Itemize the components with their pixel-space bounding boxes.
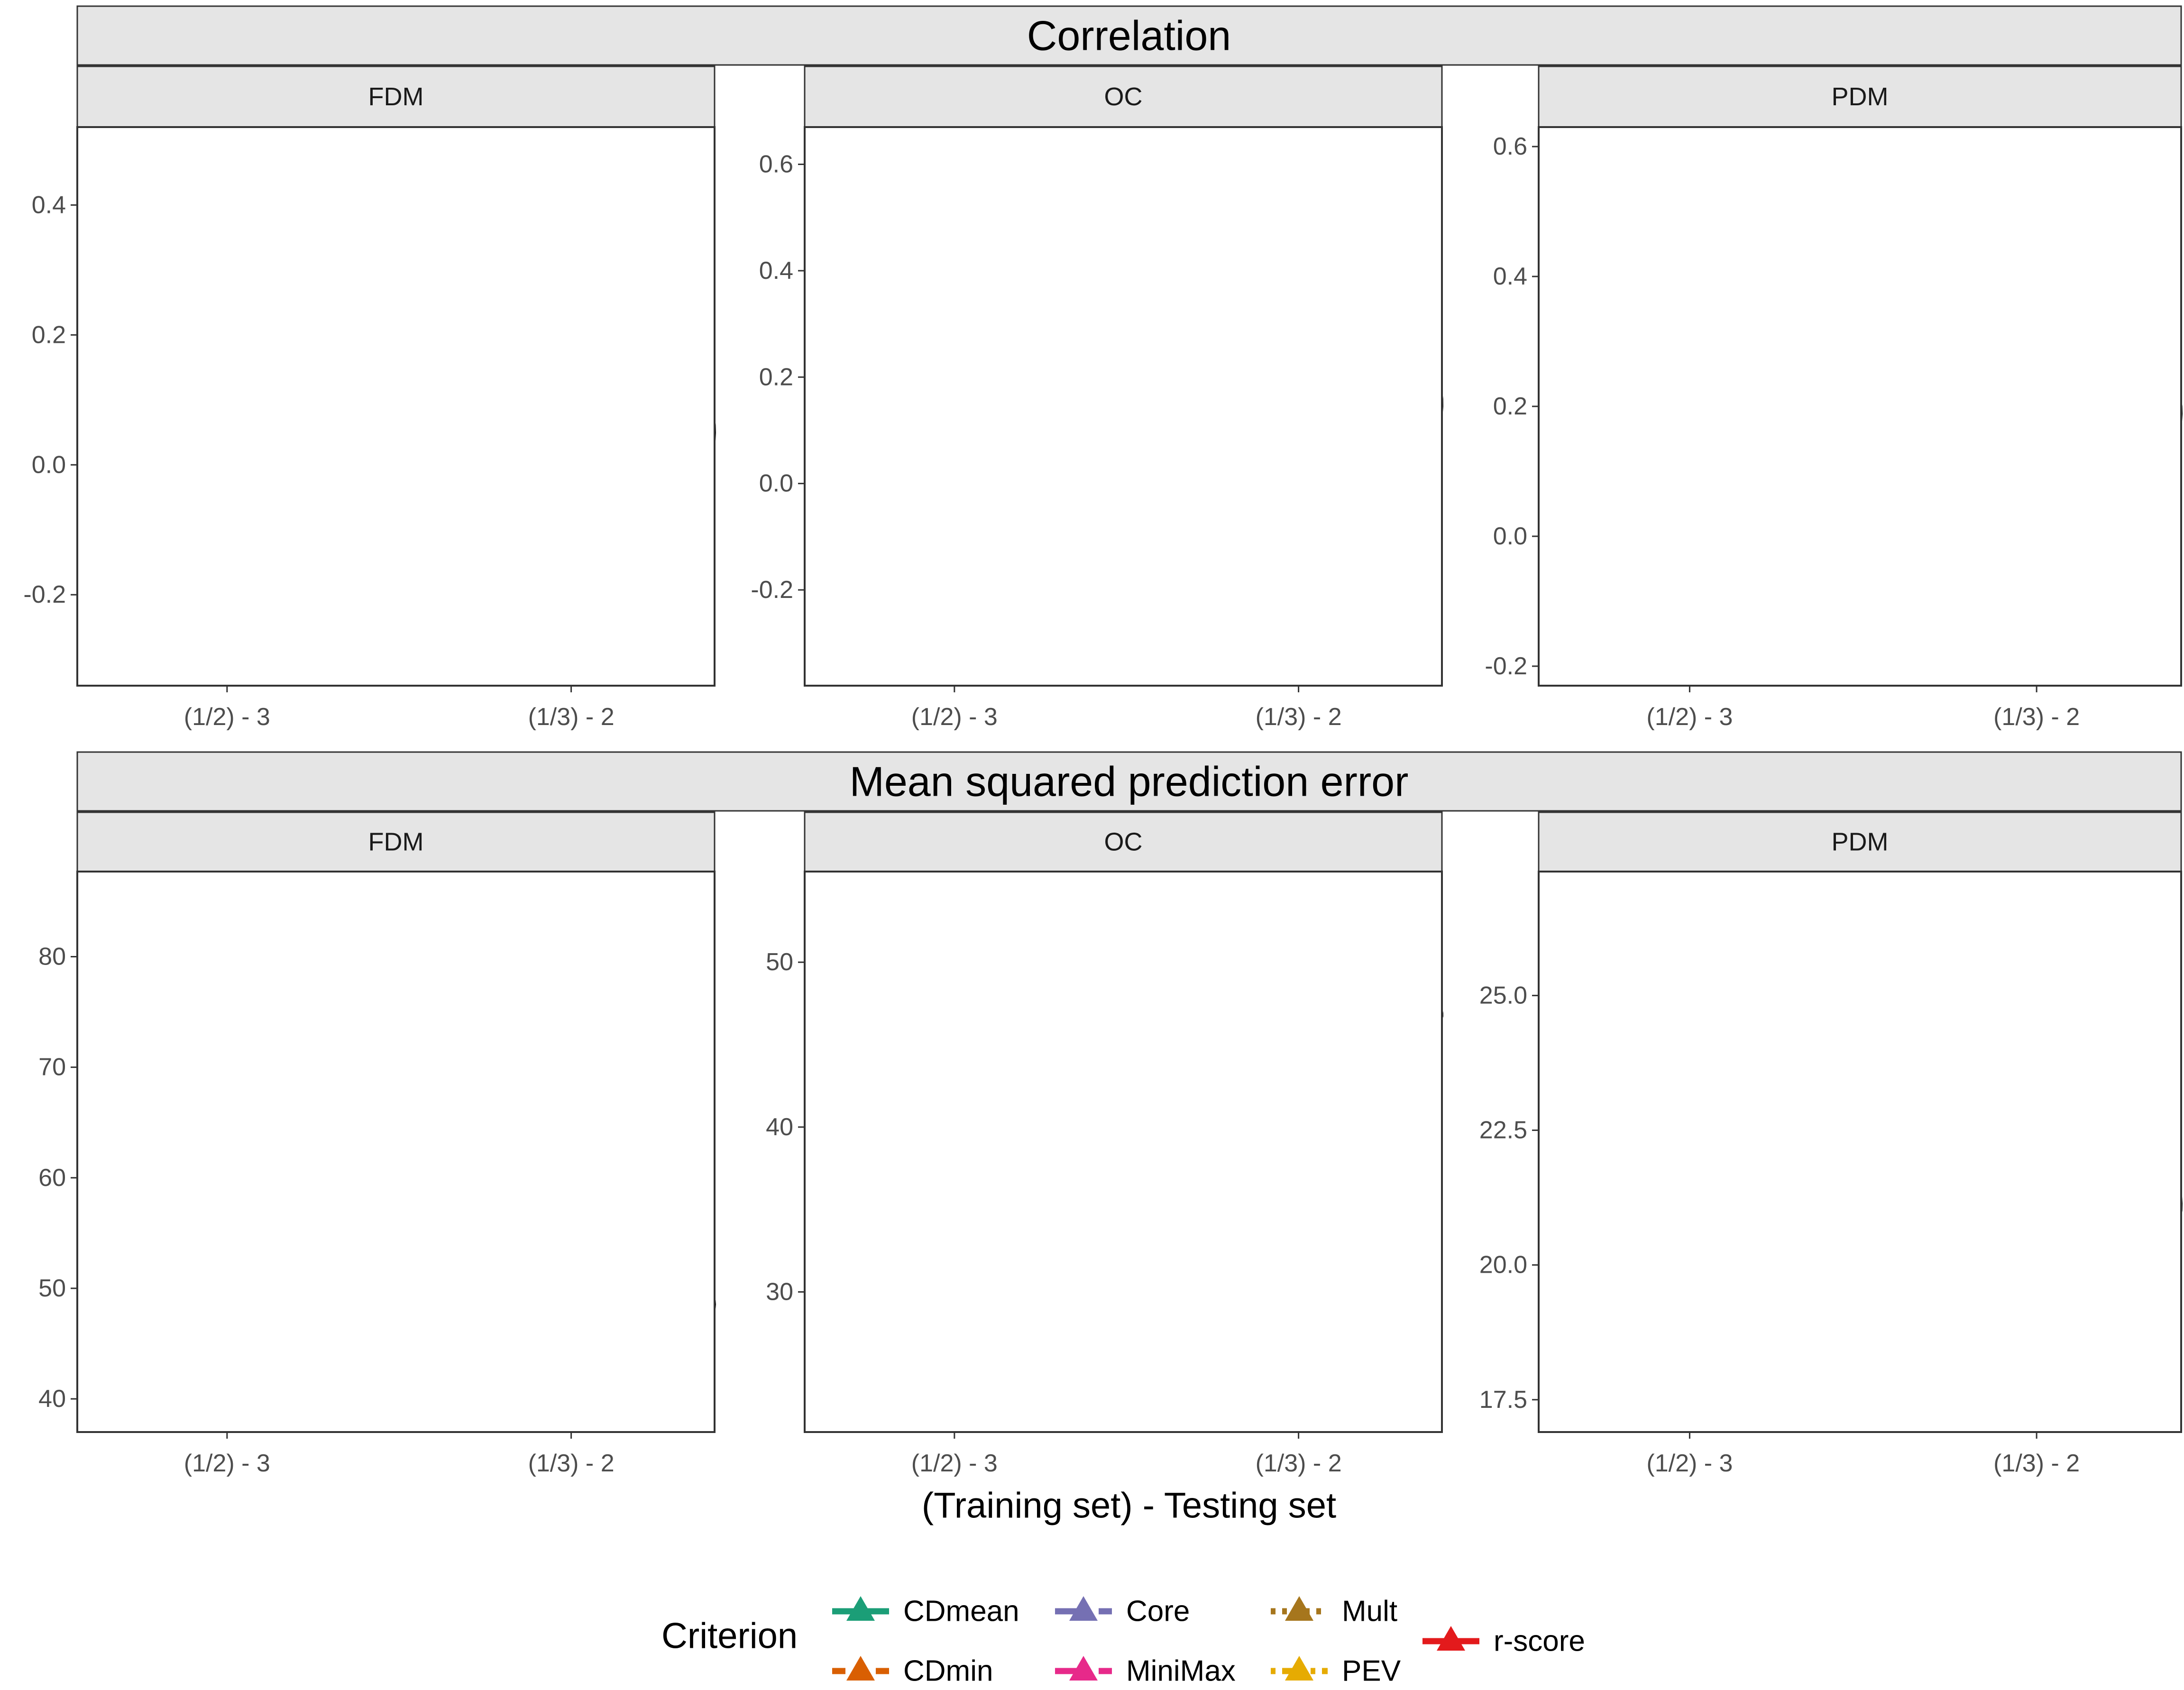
x-axis-title: (Training set) - Testing set — [922, 1486, 1336, 1526]
panel-mean-squared-prediction-error-oc-strip — [804, 811, 1443, 873]
legend-item-mult: Mult — [1271, 1595, 1397, 1628]
panel-correlation-pdm-strip-label: PDM — [1832, 83, 1889, 111]
panel-mean-squared-prediction-error-fdm-y-tick-label: 70 — [38, 1054, 66, 1081]
panel-mean-squared-prediction-error-oc-border — [804, 871, 1443, 1433]
panel-correlation-oc-y-tick-label: -0.2 — [751, 576, 793, 604]
legend-title: Criterion — [661, 1616, 798, 1656]
section-strip-correlation — [76, 5, 2182, 66]
legend-key-marker-minimax — [1069, 1656, 1098, 1681]
panel-mean-squared-prediction-error-fdm-strip-label: FDM — [368, 828, 424, 856]
panel-correlation-pdm-y-tick-label: 0.6 — [1493, 133, 1527, 160]
panel-mean-squared-prediction-error-fdm-x-tick-label: (1/3) - 2 — [528, 1450, 615, 1477]
panel-mean-squared-prediction-error-fdm-y-tick-label: 60 — [38, 1164, 66, 1192]
panel-mean-squared-prediction-error-fdm-x-tick-label: (1/2) - 3 — [184, 1450, 270, 1477]
legend-label-pev: PEV — [1342, 1655, 1401, 1688]
panel-correlation-fdm-strip — [76, 65, 716, 128]
legend-item-pev: PEV — [1271, 1655, 1401, 1688]
legend: Criterion CDmean CDmin Core MiniMax Mult PEV r… — [661, 1595, 1585, 1688]
legend-key-marker-core — [1069, 1596, 1098, 1621]
panel-mean-squared-prediction-error-pdm-y-tick-label: 22.5 — [1479, 1117, 1527, 1144]
panel-correlation-fdm-y-tick-label: -0.2 — [23, 581, 66, 608]
panel-mean-squared-prediction-error-pdm-strip-label: PDM — [1832, 828, 1889, 856]
legend-item-r-score: r-score — [1422, 1625, 1585, 1658]
legend-label-r-score: r-score — [1494, 1625, 1585, 1658]
section-mspe: Mean squared prediction error — [76, 751, 2182, 812]
panel-correlation-fdm-strip-label: FDM — [368, 83, 424, 111]
section-strip-mspe — [76, 751, 2182, 812]
panel-mean-squared-prediction-error-pdm-border — [1538, 871, 2182, 1433]
panel-correlation-fdm-x-tick-label: (1/3) - 2 — [528, 703, 615, 731]
panel-mean-squared-prediction-error-pdm-x-tick-label: (1/2) - 3 — [1646, 1450, 1733, 1477]
panel-mean-squared-prediction-error-oc-y-tick-label: 30 — [766, 1278, 793, 1306]
panel-correlation-pdm-x-tick-label: (1/3) - 2 — [1993, 703, 2080, 731]
legend-key-marker-pev — [1285, 1656, 1313, 1681]
panel-correlation-oc-x-tick-label: (1/3) - 2 — [1256, 703, 1342, 731]
panel-correlation-fdm-x-tick-label: (1/2) - 3 — [184, 703, 270, 731]
panel-correlation-fdm-border — [76, 126, 716, 687]
panel-correlation-oc-y-tick-label: 0.0 — [759, 470, 793, 497]
panel-mean-squared-prediction-error-oc-x-tick-label: (1/2) - 3 — [911, 1450, 998, 1477]
panel-mean-squared-prediction-error-oc: OC 30 40 50 (1/2) - 3 (1/3) - 2 — [766, 811, 1443, 1477]
panel-correlation-fdm-y-tick-label: 0.4 — [32, 191, 66, 219]
panel-mean-squared-prediction-error-fdm-y-tick-label: 80 — [38, 943, 66, 971]
panel-mean-squared-prediction-error-oc-y-tick-label: 40 — [766, 1113, 793, 1141]
panel-correlation-pdm-strip — [1538, 65, 2182, 128]
legend-item-minimax: MiniMax — [1055, 1655, 1236, 1688]
legend-key-marker-cdmin — [846, 1656, 875, 1681]
panel-correlation-pdm-y-tick-label: -0.2 — [1485, 652, 1527, 680]
panel-correlation-oc-border — [804, 126, 1443, 687]
panel-mean-squared-prediction-error-pdm-x-tick-label: (1/3) - 2 — [1993, 1450, 2080, 1477]
panel-mean-squared-prediction-error-fdm: FDM 40 50 60 70 80 (1/2) - 3 (1/3) - 2 — [38, 811, 716, 1477]
panel-correlation-oc-strip-label: OC — [1104, 83, 1143, 111]
legend-label-cdmin: CDmin — [903, 1655, 993, 1688]
panel-correlation-pdm-x-tick-label: (1/2) - 3 — [1646, 703, 1733, 731]
panel-mean-squared-prediction-error-fdm-y-tick-label: 40 — [38, 1385, 66, 1413]
panel-correlation-pdm-y-tick-label: 0.2 — [1493, 393, 1527, 420]
panel-mean-squared-prediction-error-oc-y-tick-label: 50 — [766, 948, 793, 976]
panel-correlation-oc-x-tick-label: (1/2) - 3 — [911, 703, 998, 731]
legend-key-marker-mult — [1285, 1596, 1313, 1621]
panel-mean-squared-prediction-error-pdm-y-tick-label: 20.0 — [1479, 1251, 1527, 1279]
panel-correlation-pdm-border — [1538, 126, 2182, 687]
legend-label-minimax: MiniMax — [1126, 1655, 1236, 1688]
panel-correlation-oc-y-tick-label: 0.2 — [759, 363, 793, 391]
panel-mean-squared-prediction-error-pdm-y-tick-label: 25.0 — [1479, 982, 1527, 1009]
panel-correlation-fdm-y-tick-label: 0.2 — [32, 321, 66, 349]
panel-correlation-oc-y-tick-label: 0.4 — [759, 257, 793, 285]
legend-item-cdmean: CDmean — [832, 1595, 1019, 1628]
section-title-mspe: Mean squared prediction error — [850, 758, 1409, 805]
panel-mean-squared-prediction-error-pdm-strip — [1538, 811, 2182, 873]
legend-label-cdmean: CDmean — [903, 1595, 1019, 1628]
panel-mean-squared-prediction-error-fdm-border — [76, 871, 716, 1433]
panel-mean-squared-prediction-error-fdm-strip — [76, 811, 716, 873]
panel-correlation-fdm: FDM -0.2 0.0 0.2 0.4 (1/2) - 3 (1/3) - 2 — [23, 65, 716, 731]
panel-mean-squared-prediction-error-oc-strip-label: OC — [1104, 828, 1143, 856]
panel-correlation-pdm-y-tick-label: 0.4 — [1493, 263, 1527, 290]
panel-correlation-pdm-y-tick-label: 0.0 — [1493, 523, 1527, 550]
panel-correlation-oc: OC -0.2 0.0 0.2 0.4 0.6 (1/2) - 3 (1/3) - 2 — [751, 65, 1443, 731]
legend-item-core: Core — [1055, 1595, 1190, 1628]
panels-layer: FDM -0.2 0.0 0.2 0.4 (1/2) - 3 (1/3) - 2 OC -0.2… — [23, 65, 2183, 1477]
legend-label-core: Core — [1126, 1595, 1190, 1628]
panel-mean-squared-prediction-error-oc-x-tick-label: (1/3) - 2 — [1256, 1450, 1342, 1477]
legend-key-marker-cdmean — [846, 1596, 875, 1621]
legend-key-marker-r-score — [1437, 1626, 1465, 1651]
panel-correlation-oc-y-tick-label: 0.6 — [759, 151, 793, 178]
panel-mean-squared-prediction-error-pdm-y-tick-label: 17.5 — [1479, 1386, 1527, 1414]
section-correlation: Correlation — [76, 5, 2182, 66]
panel-mean-squared-prediction-error-fdm-y-tick-label: 50 — [38, 1275, 66, 1302]
legend-label-mult: Mult — [1342, 1595, 1397, 1628]
panel-correlation-fdm-y-tick-label: 0.0 — [32, 451, 66, 478]
panel-mean-squared-prediction-error-pdm: PDM 17.5 20.0 22.5 25.0 (1/2) - 3 (1/3) - 2 — [1479, 811, 2183, 1477]
legend-item-cdmin: CDmin — [832, 1655, 993, 1688]
section-title-correlation: Correlation — [1027, 12, 1231, 59]
panel-correlation-pdm: PDM -0.2 0.0 0.2 0.4 0.6 (1/2) - 3 (1/3) - 2 — [1485, 65, 2183, 731]
